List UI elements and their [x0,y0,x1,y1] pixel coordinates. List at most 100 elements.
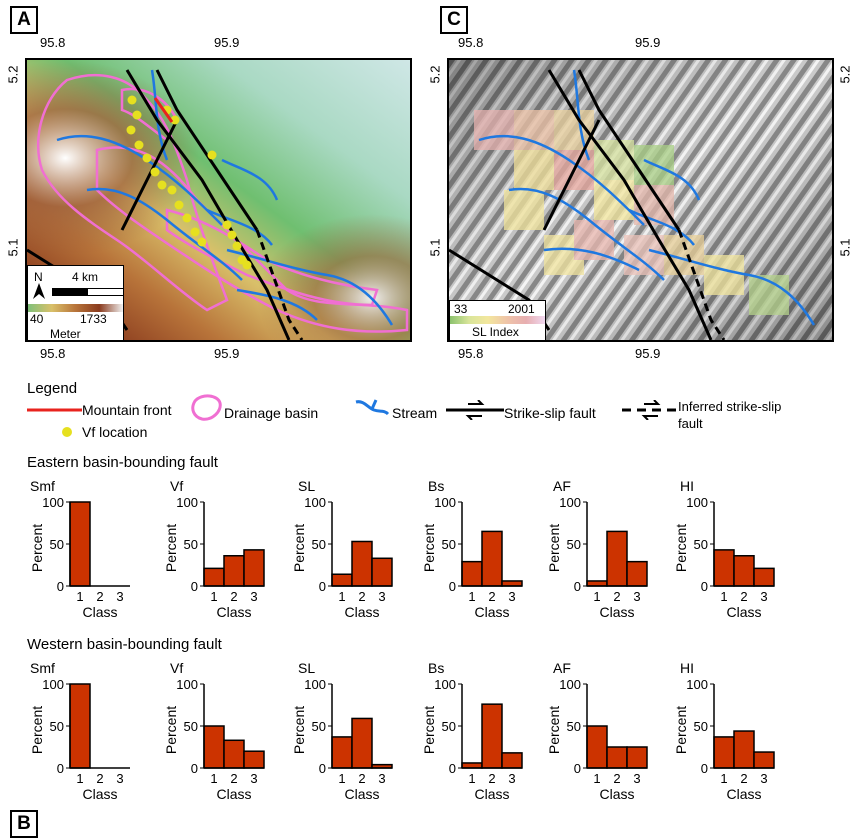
legend-strike-slip: Strike-slip fault [504,405,596,421]
x-tick-label: 3 [378,771,385,786]
sl-index-map: 33 2001 SL Index [447,58,834,342]
panel-b-letter: B [10,810,38,838]
y-tick-label: 100 [42,495,64,510]
x-axis-label: Class [344,604,379,620]
legend-inferred-line1: Inferred strike-slip [678,399,782,414]
x-axis-label: Class [82,604,117,620]
x-tick-label: 2 [613,589,620,604]
bar-class-3 [243,549,265,587]
mountain-front-line [153,97,174,123]
map-c-lon-tick-bottom-1: 95.8 [458,346,484,361]
y-tick-label: 100 [434,495,456,510]
vf-location-legend-dot [62,427,72,437]
elevation-colorbar [28,304,123,312]
y-tick-label: 0 [449,579,456,594]
x-tick-label: 1 [210,589,217,604]
y-tick-label: 0 [319,579,326,594]
map-c-lat-tick-left-1: 5.2 [427,65,443,84]
y-tick-label: 100 [176,495,198,510]
bar-class-1 [461,560,483,587]
y-tick-label: 50 [567,719,581,734]
north-arrow-icon [33,283,45,299]
x-tick-label: 3 [760,589,767,604]
chart-title: AF [553,478,571,494]
y-tick-label: 100 [559,495,581,510]
y-tick-label: 50 [312,719,326,734]
bar-class-3 [371,557,393,587]
x-axis-label: Class [216,604,251,620]
x-tick-label: 2 [740,771,747,786]
sl-colorbar [450,316,545,324]
sl-max-label: 2001 [508,302,535,316]
mountain-front-legend-line [27,408,82,412]
inferred-strike-slip-legend-icon [622,400,678,420]
x-tick-label: 1 [468,771,475,786]
y-tick-label: 100 [304,495,326,510]
map-c-lat-tick-left-2: 5.1 [427,238,443,257]
x-axis-label: Class [344,786,379,802]
vf-location-points [126,95,252,270]
bar-class-1 [586,725,608,769]
map-a-lon-tick-1: 95.8 [40,35,66,50]
y-axis-label: Percent [163,706,179,754]
map-c-lat-tick-right-2: 5.1 [837,238,853,257]
y-tick-label: 50 [50,719,64,734]
sl-colorbar-label: SL Index [472,325,519,339]
y-tick-label: 0 [191,579,198,594]
y-tick-label: 100 [686,677,708,692]
x-tick-label: 1 [593,589,600,604]
elevation-unit-label: Meter [50,327,81,341]
y-axis-label: Percent [546,706,562,754]
bar-class-1 [69,683,91,769]
x-tick-label: 3 [116,589,123,604]
bar-class-2 [481,530,503,587]
sl-index-map-graphic [449,60,832,340]
legend-vf-location: Vf location [82,424,148,440]
chart-title: HI [680,478,694,494]
bar-class-2 [733,555,755,587]
scale-bar [52,288,124,296]
y-tick-label: 0 [574,761,581,776]
chart-title: AF [553,660,571,676]
y-tick-label: 0 [191,761,198,776]
map-a-inset: N 4 km 40 1733 Meter [27,265,124,341]
y-tick-label: 100 [559,677,581,692]
y-tick-label: 50 [184,537,198,552]
bar-class-1 [713,549,735,587]
x-tick-label: 2 [613,771,620,786]
chart-title: SL [298,478,315,494]
chart-title: Bs [428,660,444,676]
y-tick-label: 0 [701,761,708,776]
x-axis-label: Class [599,604,634,620]
x-tick-label: 1 [720,771,727,786]
x-tick-label: 1 [468,589,475,604]
y-axis-label: Percent [29,524,45,572]
panel-c-letter: C [440,6,468,34]
x-axis-label: Class [726,786,761,802]
x-tick-label: 2 [96,771,103,786]
map-a-lon-tick-bottom-1: 95.8 [40,346,66,361]
y-axis-label: Percent [421,524,437,572]
x-tick-label: 1 [76,771,83,786]
y-tick-label: 100 [304,677,326,692]
chart-title: HI [680,660,694,676]
y-tick-label: 0 [319,761,326,776]
map-a-lat-tick-1: 5.2 [5,65,21,84]
strike-slip-legend-icon [446,400,504,420]
y-tick-label: 0 [449,761,456,776]
y-axis-label: Percent [421,706,437,754]
x-tick-label: 3 [378,589,385,604]
elevation-min-label: 40 [30,312,44,326]
x-tick-label: 3 [633,771,640,786]
elevation-map: N 4 km 40 1733 Meter [25,58,412,342]
x-tick-label: 1 [210,771,217,786]
eastern-section-title: Eastern basin-bounding fault [27,454,218,471]
y-tick-label: 0 [574,579,581,594]
x-axis-label: Class [599,786,634,802]
